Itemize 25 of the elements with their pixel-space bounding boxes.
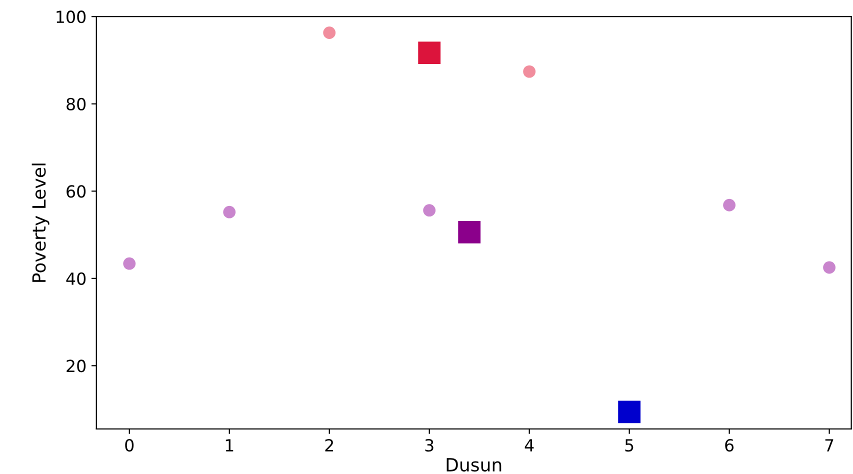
x-axis-title: Dusun	[446, 458, 502, 472]
point	[323, 26, 336, 39]
x-tick-label: 2	[325, 438, 333, 452]
x-tick-label: 3	[425, 438, 434, 452]
x-tick-label: 0	[125, 438, 134, 452]
point	[423, 204, 436, 217]
y-axis-title: Poverty Level	[32, 164, 50, 282]
point	[523, 65, 536, 78]
x-tick-label: 6	[725, 438, 734, 452]
point	[723, 198, 736, 212]
y-tick-label: 100	[56, 10, 86, 24]
x-tick-label: 7	[825, 439, 834, 452]
point	[823, 261, 836, 274]
point	[418, 42, 441, 64]
x-tick-label: 1	[226, 439, 234, 452]
y-tick-label: 20	[66, 360, 86, 372]
x-tick-label: 5	[625, 439, 634, 452]
x-tick-label: 4	[524, 439, 534, 452]
y-tick-label: 80	[66, 98, 86, 110]
y-tick-label: 40	[66, 272, 86, 285]
point	[223, 206, 236, 218]
y-tick-label: 60	[66, 185, 86, 198]
point	[123, 257, 136, 270]
point	[618, 400, 641, 424]
point	[458, 220, 481, 244]
